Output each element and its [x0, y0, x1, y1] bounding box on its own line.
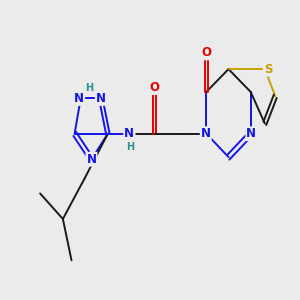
Text: H: H [126, 142, 134, 152]
Text: N: N [246, 127, 256, 140]
Text: O: O [201, 46, 211, 59]
Text: N: N [96, 92, 106, 105]
Text: N: N [201, 127, 211, 140]
Text: N: N [74, 92, 84, 105]
Text: H: H [85, 82, 93, 93]
Text: N: N [86, 153, 97, 166]
Text: N: N [124, 127, 134, 140]
Text: S: S [264, 63, 272, 76]
Text: O: O [150, 81, 160, 94]
